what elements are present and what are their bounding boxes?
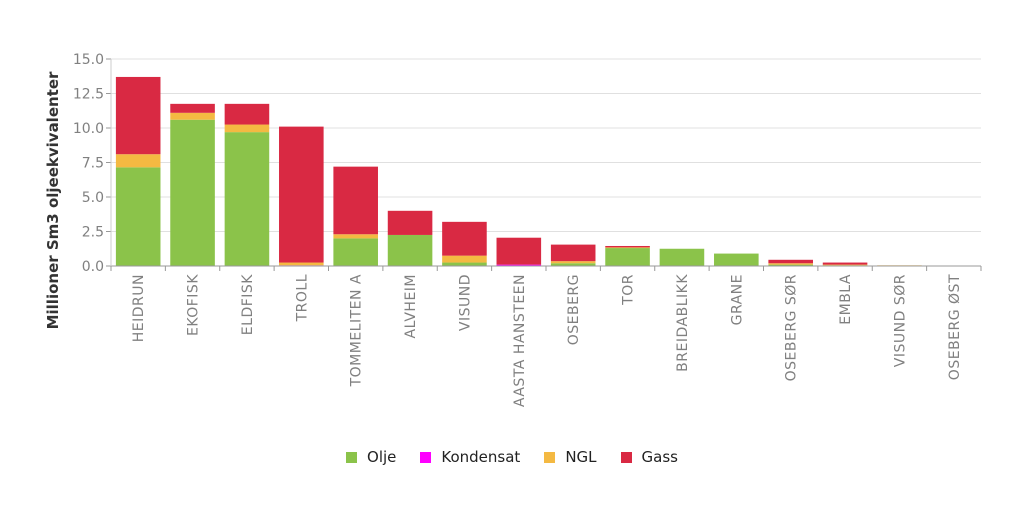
bar-segment-gass[interactable] (496, 237, 542, 265)
bars (115, 76, 922, 266)
x-tick-label: EKOFISK (186, 274, 202, 336)
y-axis-ticks: 0.0 2.5 5.0 7.5 10.0 12.5 15.0 (73, 52, 111, 275)
x-tick-label: OSEBERG ØST (947, 274, 963, 380)
y-tick-label: 0.0 (82, 259, 104, 275)
bar-segment-olje[interactable] (387, 234, 433, 266)
x-tick-label: TROLL (294, 274, 310, 322)
legend-swatch (346, 451, 358, 463)
bar-segment-olje[interactable] (170, 119, 215, 266)
bar-segment-olje[interactable] (768, 264, 813, 266)
x-tick-label: ALVHEIM (403, 274, 419, 339)
bar-segment-olje[interactable] (605, 248, 650, 266)
bar-segment-ngl[interactable] (224, 124, 270, 133)
y-tick-label: 2.5 (82, 225, 104, 241)
bar-segment-olje[interactable] (550, 263, 596, 266)
bar-segment-olje[interactable] (442, 262, 487, 266)
bar-segment-ngl[interactable] (115, 154, 161, 168)
x-tick-label: AASTA HANSTEEN (512, 274, 528, 407)
x-axis-ticks: HEIDRUN EKOFISK ELDFISK TROLL TOMMELITEN A AL… (110, 266, 982, 407)
y-axis-title: Millioner Sm3 oljeekvivalenter (44, 71, 62, 329)
bar-segment-ngl[interactable] (170, 112, 215, 120)
x-tick-label: ELDFISK (240, 274, 256, 335)
legend-label: NGL (565, 448, 597, 466)
bar-segment-gass[interactable] (170, 103, 215, 113)
bar-segment-gass[interactable] (442, 221, 487, 256)
legend-swatch (420, 451, 432, 463)
bar-segment-olje[interactable] (714, 253, 759, 266)
legend-swatch (544, 451, 556, 463)
bar-segment-ngl[interactable] (279, 262, 324, 266)
legend-item-gass[interactable]: Gass (620, 448, 678, 466)
x-tick-label: TOMMELITEN A (349, 274, 365, 387)
bar-segment-ngl[interactable] (768, 263, 813, 265)
x-tick-label: EMBLA (838, 274, 854, 325)
x-tick-label: VISUND (457, 274, 473, 331)
bar-segment-gass[interactable] (279, 126, 324, 263)
legend-swatch (620, 451, 632, 463)
x-tick-label: HEIDRUN (131, 274, 147, 342)
legend-item-ngl[interactable]: NGL (544, 448, 597, 466)
bar-segment-ngl[interactable] (442, 255, 487, 263)
bar-segment-kondensat[interactable] (496, 264, 542, 266)
bar-segment-gass[interactable] (387, 210, 433, 235)
x-tick-label: TOR (621, 274, 637, 306)
legend: Olje Kondensat NGL Gass (0, 448, 1024, 466)
bar-segment-ngl[interactable] (822, 264, 868, 266)
bar-segment-gass[interactable] (550, 244, 596, 262)
bar-segment-gass[interactable] (224, 103, 270, 125)
bar-segment-gass[interactable] (768, 259, 813, 264)
y-tick-label: 7.5 (82, 156, 104, 172)
x-tick-label: BREIDABLIKK (675, 274, 691, 372)
legend-label: Olje (367, 448, 397, 466)
legend-label: Kondensat (441, 448, 521, 466)
legend-item-olje[interactable]: Olje (346, 448, 396, 466)
y-tick-label: 15.0 (73, 52, 104, 68)
bar-segment-olje[interactable] (333, 238, 378, 266)
bar-segment-gass[interactable] (333, 166, 378, 235)
bar-segment-gass[interactable] (822, 262, 868, 265)
bar-segment-gass[interactable] (605, 245, 650, 248)
bar-segment-ngl[interactable] (550, 261, 596, 264)
y-tick-label: 5.0 (82, 190, 104, 206)
x-tick-label: OSEBERG SØR (784, 274, 800, 381)
y-tick-label: 10.0 (73, 121, 104, 137)
bar-segment-olje[interactable] (224, 132, 270, 266)
bar-segment-olje[interactable] (659, 248, 705, 266)
x-tick-label: VISUND SØR (892, 274, 908, 367)
y-tick-label: 12.5 (73, 87, 104, 103)
x-tick-label: GRANE (729, 274, 745, 325)
bar-segment-ngl[interactable] (333, 234, 378, 239)
bar-segment-ngl[interactable] (605, 247, 650, 249)
bar-segment-gass[interactable] (115, 76, 161, 155)
legend-item-kondensat[interactable]: Kondensat (420, 448, 520, 466)
bar-segment-olje[interactable] (115, 167, 161, 266)
legend-label: Gass (641, 448, 678, 466)
x-tick-label: OSEBERG (566, 274, 582, 345)
